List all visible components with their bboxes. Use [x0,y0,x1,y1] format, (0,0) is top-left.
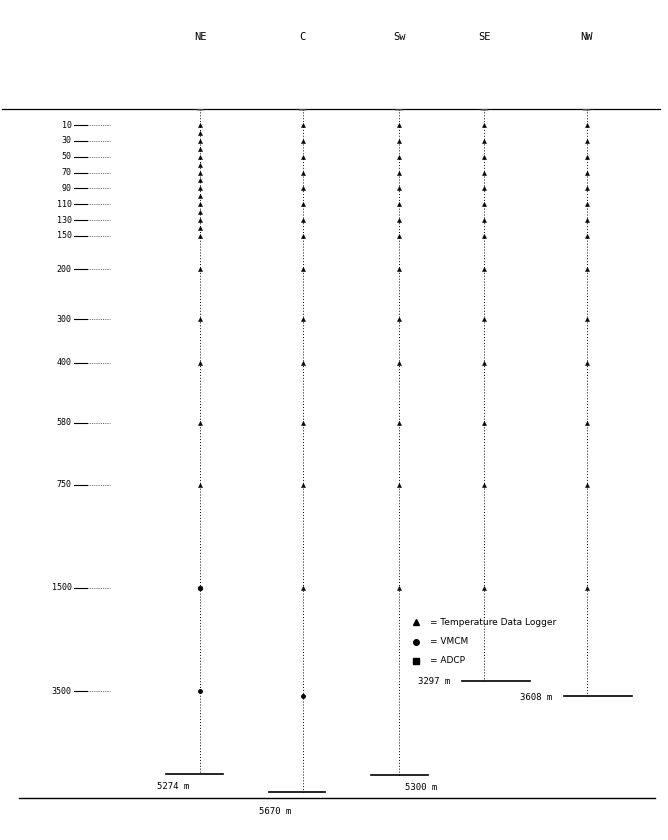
Text: 5300 m: 5300 m [405,783,437,792]
Polygon shape [386,74,412,100]
Text: NW: NW [580,33,593,42]
Polygon shape [480,65,489,74]
Text: 70: 70 [61,168,71,177]
Text: C: C [299,33,306,42]
Polygon shape [582,65,591,74]
Text: 50: 50 [61,152,71,161]
Polygon shape [574,74,599,100]
Text: 3608 m: 3608 m [520,693,552,701]
Polygon shape [290,74,315,100]
Text: 90: 90 [61,184,71,193]
Text: Sw: Sw [393,33,405,42]
Ellipse shape [470,97,499,110]
Text: 130: 130 [57,216,71,224]
Polygon shape [196,65,205,74]
Text: 5274 m: 5274 m [157,782,189,790]
Polygon shape [472,74,497,100]
Polygon shape [394,65,404,74]
Ellipse shape [186,97,215,110]
Text: 5670 m: 5670 m [259,807,291,816]
Text: 110: 110 [57,200,71,209]
Text: = VMCM: = VMCM [430,638,469,646]
Text: 3297 m: 3297 m [418,677,450,686]
Text: 580: 580 [57,418,71,427]
Ellipse shape [288,97,317,110]
Text: = ADCP: = ADCP [430,656,466,665]
Text: 1500: 1500 [51,584,71,592]
Text: 30: 30 [61,136,71,145]
Text: = Temperature Data Logger: = Temperature Data Logger [430,618,556,627]
Polygon shape [188,74,213,100]
Ellipse shape [384,97,414,110]
Text: 300: 300 [57,315,71,323]
Text: SE: SE [478,33,490,42]
Text: 200: 200 [57,265,71,274]
Polygon shape [298,65,307,74]
Text: 400: 400 [57,358,71,367]
Text: 10: 10 [61,121,71,129]
Text: 3500: 3500 [51,687,71,696]
Ellipse shape [572,97,601,110]
Text: 750: 750 [57,480,71,489]
Text: 150: 150 [57,232,71,240]
Text: NE: NE [194,33,206,42]
